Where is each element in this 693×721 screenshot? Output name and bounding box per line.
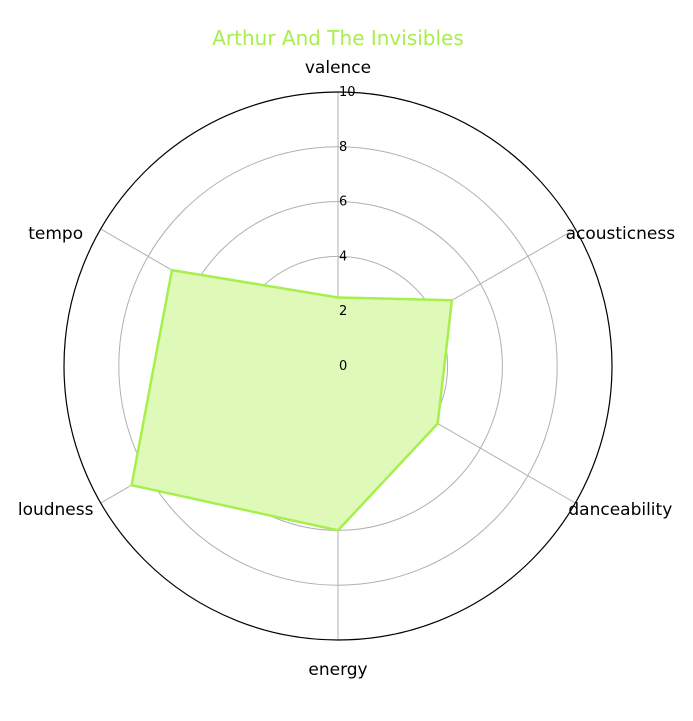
- axis-label-acousticness: acousticness: [566, 224, 676, 244]
- tick-label-2: 2: [339, 304, 347, 319]
- data-point-energy: [336, 529, 340, 532]
- tick-label-10: 10: [339, 85, 356, 100]
- data-point-loudness: [130, 483, 133, 487]
- chart-title: Arthur And The Invisibles: [212, 26, 464, 50]
- axis-label-danceability: danceability: [568, 500, 672, 520]
- data-point-valence: [336, 296, 340, 299]
- outer-frame: [63, 91, 613, 641]
- data-point-acousticness: [450, 299, 454, 302]
- data-point-tempo: [170, 268, 174, 272]
- tick-label-0: 0: [339, 359, 347, 374]
- series-layer: [130, 268, 454, 532]
- tick-label-8: 8: [339, 140, 347, 155]
- tick-label-4: 4: [339, 249, 347, 264]
- axis-label-energy: energy: [308, 660, 367, 680]
- axis-labels: valence acousticness danceability energy lou…: [18, 58, 675, 680]
- axis-label-valence: valence: [305, 58, 371, 78]
- series-fill-0: [131, 270, 452, 531]
- axis-label-tempo: tempo: [28, 224, 83, 244]
- radial-tick-labels: 0 2 4 6 8 10: [339, 85, 356, 374]
- tick-label-6: 6: [339, 195, 347, 210]
- axis-label-loudness: loudness: [18, 500, 94, 520]
- data-point-danceability: [436, 422, 439, 425]
